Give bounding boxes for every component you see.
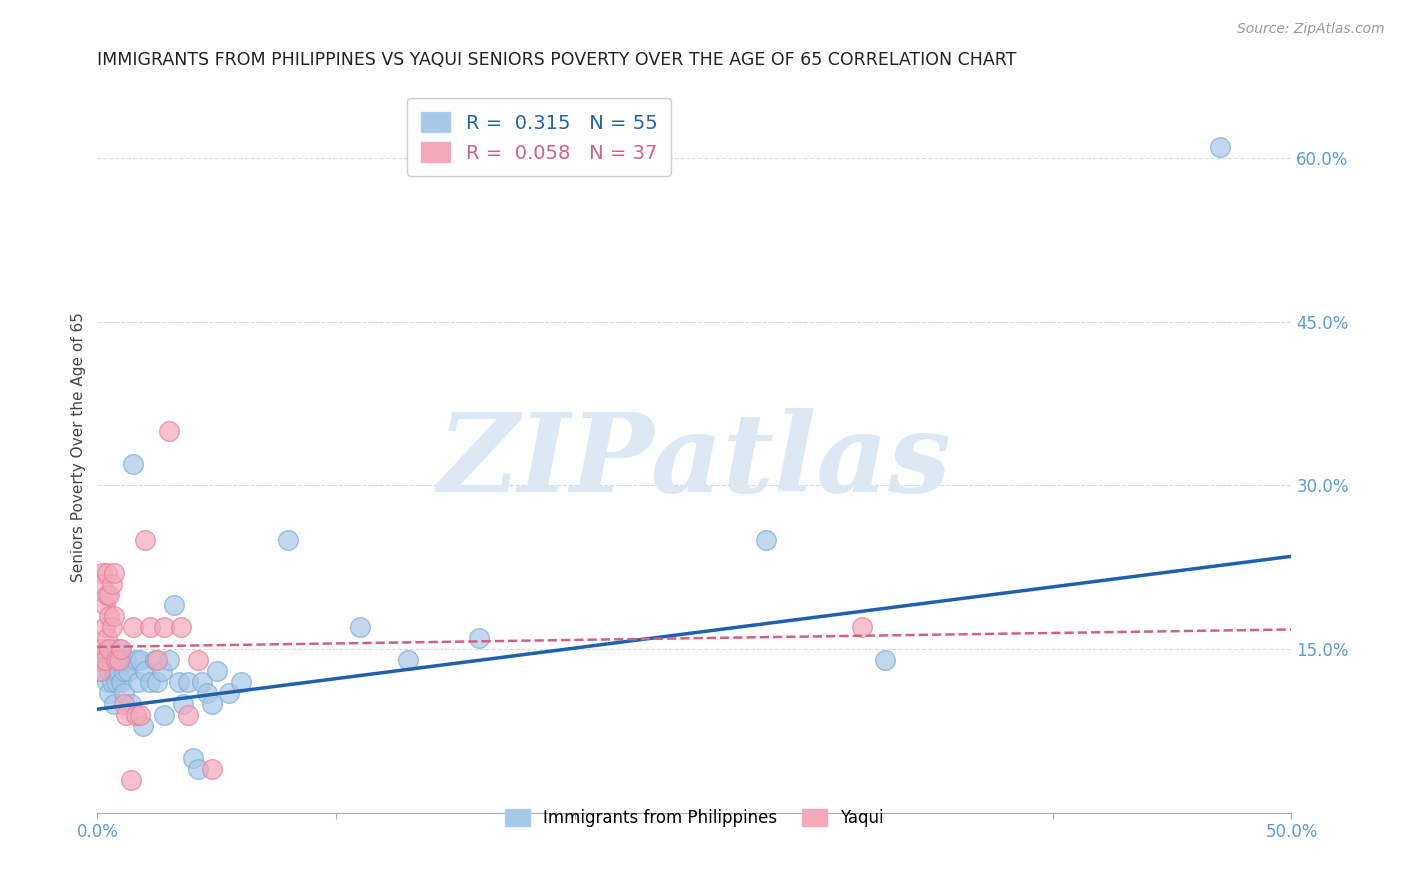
Point xyxy=(89,653,111,667)
Point xyxy=(851,620,873,634)
Point xyxy=(100,653,122,667)
Point xyxy=(103,697,125,711)
Point xyxy=(105,653,128,667)
Point xyxy=(181,751,204,765)
Point xyxy=(167,674,190,689)
Point xyxy=(129,653,152,667)
Point xyxy=(122,457,145,471)
Point xyxy=(124,653,146,667)
Point xyxy=(132,718,155,732)
Point xyxy=(98,686,121,700)
Point xyxy=(110,642,132,657)
Point xyxy=(201,697,224,711)
Point xyxy=(93,599,115,613)
Point xyxy=(96,674,118,689)
Point xyxy=(98,609,121,624)
Point xyxy=(129,707,152,722)
Point xyxy=(91,664,114,678)
Point xyxy=(96,566,118,580)
Point xyxy=(139,620,162,634)
Point xyxy=(105,674,128,689)
Point xyxy=(110,653,132,667)
Point xyxy=(91,566,114,580)
Point xyxy=(117,664,139,678)
Point xyxy=(100,674,122,689)
Point xyxy=(112,686,135,700)
Point xyxy=(755,533,778,547)
Y-axis label: Seniors Poverty Over the Age of 65: Seniors Poverty Over the Age of 65 xyxy=(72,312,86,582)
Point xyxy=(153,620,176,634)
Point xyxy=(201,762,224,776)
Point xyxy=(177,707,200,722)
Point xyxy=(108,653,131,667)
Point xyxy=(98,664,121,678)
Point xyxy=(91,576,114,591)
Point xyxy=(112,697,135,711)
Point xyxy=(127,674,149,689)
Point xyxy=(96,588,118,602)
Point xyxy=(96,642,118,657)
Point xyxy=(146,674,169,689)
Point xyxy=(100,576,122,591)
Point xyxy=(112,664,135,678)
Point xyxy=(103,664,125,678)
Point xyxy=(177,674,200,689)
Point xyxy=(89,664,111,678)
Point xyxy=(110,674,132,689)
Point xyxy=(139,674,162,689)
Text: Source: ZipAtlas.com: Source: ZipAtlas.com xyxy=(1237,22,1385,37)
Point xyxy=(122,620,145,634)
Point xyxy=(103,642,125,657)
Point xyxy=(150,664,173,678)
Point xyxy=(91,642,114,657)
Point xyxy=(108,664,131,678)
Point xyxy=(1209,140,1232,154)
Point xyxy=(98,653,121,667)
Point xyxy=(187,762,209,776)
Point xyxy=(143,653,166,667)
Point xyxy=(124,707,146,722)
Point xyxy=(93,653,115,667)
Point xyxy=(875,653,897,667)
Point xyxy=(468,631,491,645)
Point xyxy=(100,620,122,634)
Point xyxy=(108,642,131,657)
Point xyxy=(191,674,214,689)
Point xyxy=(115,707,138,722)
Point xyxy=(120,697,142,711)
Point xyxy=(93,620,115,634)
Point xyxy=(396,653,419,667)
Point xyxy=(96,631,118,645)
Point xyxy=(163,599,186,613)
Point xyxy=(195,686,218,700)
Point xyxy=(134,533,156,547)
Point xyxy=(120,773,142,788)
Point xyxy=(172,697,194,711)
Point xyxy=(115,653,138,667)
Point xyxy=(134,664,156,678)
Point xyxy=(170,620,193,634)
Point xyxy=(157,424,180,438)
Point xyxy=(98,642,121,657)
Point xyxy=(277,533,299,547)
Point xyxy=(146,653,169,667)
Point xyxy=(349,620,371,634)
Text: IMMIGRANTS FROM PHILIPPINES VS YAQUI SENIORS POVERTY OVER THE AGE OF 65 CORRELAT: IMMIGRANTS FROM PHILIPPINES VS YAQUI SEN… xyxy=(97,51,1017,69)
Point xyxy=(98,588,121,602)
Point xyxy=(229,674,252,689)
Point xyxy=(205,664,228,678)
Point xyxy=(93,653,115,667)
Text: ZIPatlas: ZIPatlas xyxy=(437,408,952,516)
Legend: Immigrants from Philippines, Yaqui: Immigrants from Philippines, Yaqui xyxy=(498,802,891,834)
Point xyxy=(187,653,209,667)
Point xyxy=(103,609,125,624)
Point xyxy=(157,653,180,667)
Point xyxy=(105,653,128,667)
Point xyxy=(103,566,125,580)
Point xyxy=(153,707,176,722)
Point xyxy=(218,686,240,700)
Point xyxy=(105,664,128,678)
